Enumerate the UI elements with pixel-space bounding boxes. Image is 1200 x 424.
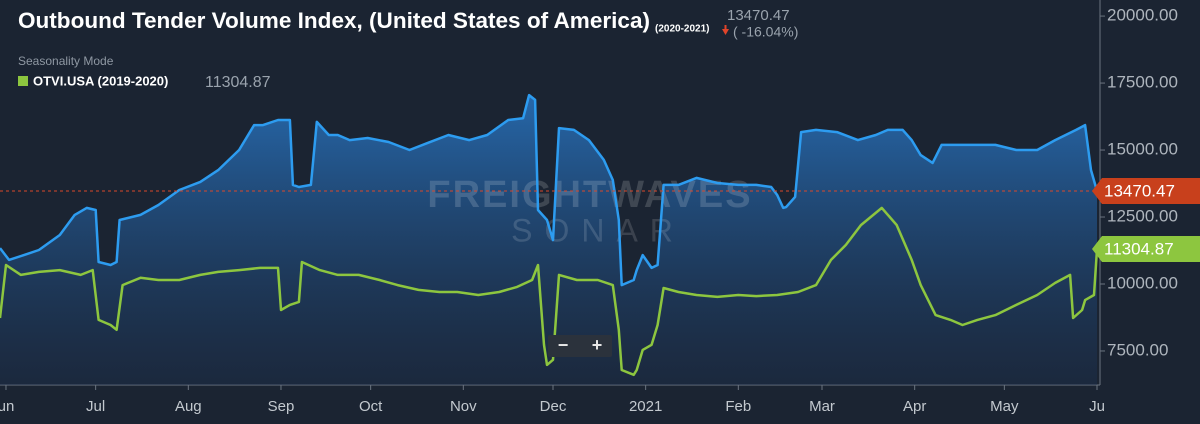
y-tick-label: 12500.00 <box>1107 206 1178 225</box>
y-tick-label: 20000.00 <box>1107 6 1178 25</box>
x-tick-label: un <box>0 398 14 415</box>
y-tick-label: 15000.00 <box>1107 140 1178 159</box>
down-arrow-stem <box>724 25 727 30</box>
watermark: FREIGHTWAVES <box>427 174 752 216</box>
title-period: (2020-2021) <box>655 24 709 35</box>
x-tick-label: Nov <box>450 398 477 415</box>
y-tick-label: 10000.00 <box>1107 273 1178 292</box>
x-tick-label: Dec <box>540 398 567 415</box>
x-tick-label: Oct <box>359 398 383 415</box>
plot-area: 7500.00 10000.00 12500.00 15000.00 17500.00 2… <box>0 0 1200 415</box>
comparison-value: 11304.87 <box>205 74 271 91</box>
x-tick-label: Aug <box>175 398 202 415</box>
x-tick-label: Apr <box>903 398 926 415</box>
x-tick-label: Feb <box>725 398 751 415</box>
zoom-controls <box>548 335 612 357</box>
legend-label[interactable]: OTVI.USA (2019-2020) <box>33 73 168 88</box>
mode-label: Seasonality Mode <box>18 54 114 68</box>
y-tick-label: 7500.00 <box>1107 340 1168 359</box>
legend-swatch <box>18 76 28 86</box>
series-line <box>0 93 1099 287</box>
down-arrow <box>722 29 729 35</box>
x-tick-label: Jul <box>86 398 105 415</box>
watermark: SONAR <box>511 212 685 248</box>
value-tag-label: 11304.87 <box>1104 240 1174 259</box>
x-tick-label: Mar <box>809 398 835 415</box>
value-tag-label: 13470.47 <box>1104 181 1175 200</box>
change-label: ( -16.04%) <box>733 24 798 40</box>
x-tick-label: Sep <box>268 398 295 415</box>
y-tick-label: 17500.00 <box>1107 73 1178 92</box>
x-tick-label: Ju <box>1089 398 1105 415</box>
current-value: 13470.47 <box>727 7 790 24</box>
series-area <box>0 95 1097 385</box>
value-tag <box>1092 236 1200 263</box>
zoom-in-button[interactable]: + <box>592 335 603 355</box>
series-line <box>0 206 1099 377</box>
chart-title: Outbound Tender Volume Index, (United St… <box>18 8 650 33</box>
zoom-out-button[interactable]: − <box>558 335 569 355</box>
x-tick-label: May <box>990 398 1019 415</box>
x-tick-label: 2021 <box>629 398 662 415</box>
value-tag <box>1092 178 1200 205</box>
overlay: Outbound Tender Volume Index, (United St… <box>18 7 798 357</box>
